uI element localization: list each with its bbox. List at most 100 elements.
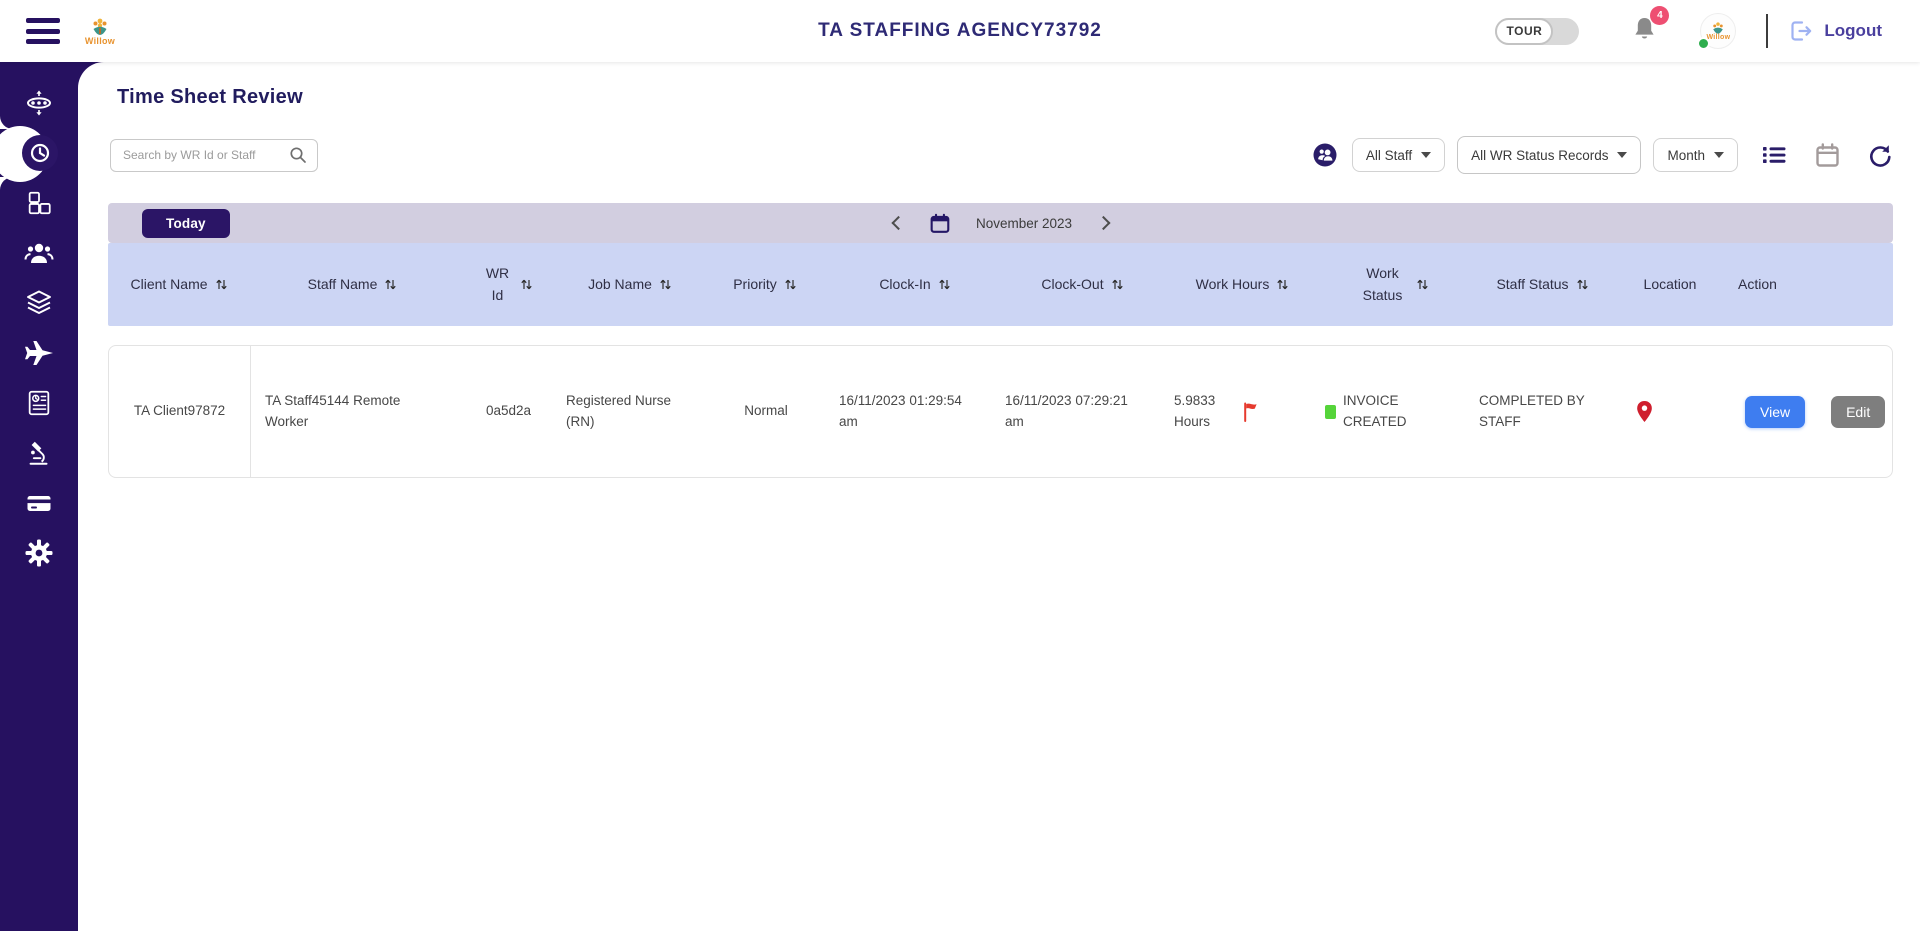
- sort-icon: [215, 278, 228, 291]
- page-title: Time Sheet Review: [117, 86, 303, 108]
- avatar-logo-icon: [1713, 22, 1724, 34]
- staff-scope-icon: [1313, 143, 1337, 167]
- sidebar-item-layers[interactable]: [0, 278, 78, 328]
- sidebar-nav: [0, 62, 78, 931]
- chevron-down-icon: [1617, 152, 1628, 158]
- top-right-cluster: TOUR 4 Willow: [1495, 5, 1882, 50]
- col-header-staff-status[interactable]: Staff Status: [1465, 274, 1620, 296]
- notification-bell-button[interactable]: 4: [1631, 5, 1670, 48]
- col-header-clock-in[interactable]: Clock-In: [830, 274, 1000, 296]
- cell-staff-name: TA Staff45144 Remote Worker: [265, 392, 401, 429]
- cell-location: [1621, 346, 1721, 477]
- col-header-client-name[interactable]: Client Name: [108, 274, 250, 296]
- cell-action: View Edit: [1721, 346, 1894, 477]
- table-row: TA Client97872 TA Staff45144 Remote Work…: [108, 345, 1893, 478]
- col-header-action: Action: [1738, 275, 1777, 292]
- edit-button[interactable]: Edit: [1831, 395, 1886, 428]
- cell-work-status: INVOICE CREATED: [1321, 346, 1466, 477]
- col-header-priority[interactable]: Priority: [700, 274, 830, 296]
- layers-icon: [27, 290, 51, 314]
- col-header-work-status[interactable]: Work Status: [1320, 263, 1465, 306]
- refresh-button[interactable]: [1867, 142, 1893, 168]
- notification-count-badge: 4: [1650, 5, 1670, 25]
- sidebar-item-staff[interactable]: [0, 228, 78, 278]
- chevron-down-icon: [1714, 152, 1724, 158]
- sort-icon: [784, 278, 797, 291]
- user-avatar[interactable]: Willow: [1697, 13, 1737, 50]
- sidebar-item-settings[interactable]: [0, 528, 78, 578]
- timesheet-clock-icon: [30, 143, 50, 163]
- cell-clock-out: 16/11/2023 07:29:21 am: [1005, 392, 1128, 429]
- bell-icon: [1635, 17, 1655, 39]
- search-icon[interactable]: [289, 146, 307, 164]
- calendar-icon: [1816, 142, 1839, 167]
- col-header-wr-id[interactable]: WR Id: [455, 263, 560, 306]
- month-calendar-icon[interactable]: [929, 213, 950, 234]
- sidebar-item-travel[interactable]: [0, 328, 78, 378]
- cell-wr-id: 0a5d2a: [485, 403, 532, 419]
- wr-status-select[interactable]: All WR Status Records: [1457, 136, 1642, 174]
- col-header-staff-name[interactable]: Staff Name: [250, 274, 455, 296]
- sort-icon: [1276, 278, 1289, 291]
- current-month-label: November 2023: [975, 215, 1073, 231]
- main-content: Time Sheet Review: [78, 62, 1920, 931]
- sort-icon: [1576, 278, 1589, 291]
- col-header-job-name[interactable]: Job Name: [560, 274, 700, 296]
- flagged-hours-icon: [1242, 401, 1259, 423]
- sort-icon: [384, 278, 397, 291]
- workforce-hub-icon: [27, 90, 51, 116]
- willow-tree-icon: [93, 18, 107, 35]
- col-header-clock-out[interactable]: Clock-Out: [1000, 274, 1165, 296]
- active-nav-fillet-top: [0, 116, 13, 129]
- sidebar-item-timesheets[interactable]: [0, 116, 78, 190]
- today-button[interactable]: Today: [142, 208, 230, 238]
- next-month-chevron[interactable]: [1095, 215, 1111, 231]
- wr-status-value: All WR Status Records: [1471, 147, 1609, 163]
- search-box: [110, 138, 318, 172]
- sidebar-item-reports[interactable]: [0, 378, 78, 428]
- logout-button[interactable]: Logout: [1788, 18, 1882, 44]
- refresh-icon: [1870, 145, 1891, 167]
- all-staff-select[interactable]: All Staff: [1351, 138, 1446, 172]
- sidebar-item-payments[interactable]: [0, 478, 78, 528]
- col-header-work-hours[interactable]: Work Hours: [1165, 274, 1320, 296]
- logout-label: Logout: [1824, 21, 1882, 40]
- tour-toggle[interactable]: TOUR: [1495, 17, 1580, 45]
- hamburger-menu-icon[interactable]: [26, 18, 60, 44]
- period-select[interactable]: Month: [1653, 138, 1738, 172]
- list-view-icon: [1763, 147, 1786, 163]
- filter-controls: All Staff All WR Status Records Month: [1312, 136, 1893, 174]
- period-value: Month: [1667, 147, 1705, 163]
- sidebar-item-workforce-hub[interactable]: [0, 78, 78, 128]
- search-input[interactable]: [123, 148, 289, 162]
- staff-scope-button[interactable]: [1312, 142, 1338, 168]
- cell-job-name: Registered Nurse (RN): [566, 392, 672, 429]
- date-navigation-bar: Today November 2023: [108, 203, 1893, 243]
- previous-month-chevron[interactable]: [890, 215, 906, 231]
- month-navigator: November 2023: [890, 203, 1111, 243]
- online-presence-dot: [1697, 37, 1711, 50]
- sidebar-item-screening[interactable]: [0, 428, 78, 478]
- table-header-row: Client Name Staff Name WR Id Job Name Pr…: [108, 243, 1893, 326]
- microscope-icon: [29, 441, 48, 465]
- cell-clock-in: 16/11/2023 01:29:54 am: [839, 392, 962, 429]
- cell-priority: Normal: [744, 403, 788, 419]
- staff-group-icon: [24, 243, 54, 263]
- toolbar: All Staff All WR Status Records Month: [108, 136, 1893, 174]
- cell-staff-status: COMPLETED BY STAFF: [1479, 392, 1585, 429]
- all-staff-value: All Staff: [1365, 147, 1413, 163]
- work-status-indicator: [1325, 404, 1336, 419]
- payments-card-icon: [27, 496, 51, 511]
- header-divider: [1766, 14, 1769, 48]
- list-view-button[interactable]: [1760, 143, 1788, 167]
- brand-logo: Willow: [78, 16, 122, 46]
- calendar-view-button[interactable]: [1814, 142, 1841, 169]
- logout-icon: [1791, 21, 1812, 41]
- sidebar-item-jobs[interactable]: [0, 178, 78, 228]
- brand-wordmark: Willow: [84, 36, 116, 46]
- location-pin-icon[interactable]: [1636, 400, 1653, 423]
- view-button[interactable]: View: [1745, 395, 1806, 428]
- page-header-title: TA STAFFING AGENCY73792: [818, 20, 1102, 41]
- reports-icon: [28, 390, 50, 416]
